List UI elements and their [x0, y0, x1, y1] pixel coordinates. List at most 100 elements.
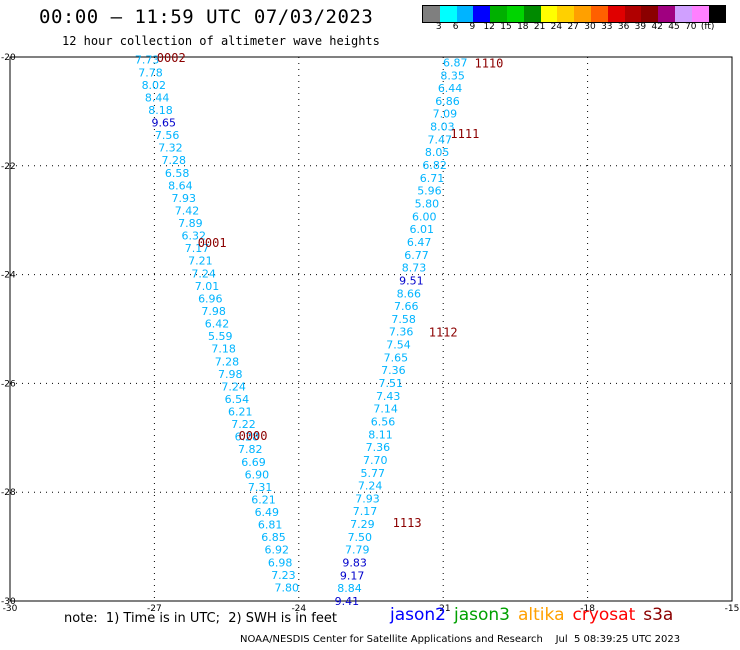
- wave-height-value: 6.69: [241, 456, 266, 469]
- wave-height-value: 7.01: [195, 280, 220, 293]
- satellite-legend: jason2 jason3 altika cryosat s3a: [390, 605, 681, 625]
- x-tick-label: -24: [291, 604, 306, 614]
- y-tick-label: -30: [1, 597, 16, 607]
- scale-label: 70: [685, 22, 697, 32]
- scale-swatch: [641, 6, 659, 22]
- legend-item-altika: altika: [518, 605, 565, 625]
- pass-time-label: 1110: [474, 56, 503, 70]
- wave-height-value: 7.23: [271, 569, 296, 582]
- wave-height-value: 6.87: [443, 56, 468, 69]
- wave-height-value: 7.93: [355, 492, 380, 505]
- wave-height-value: 6.44: [438, 82, 463, 95]
- wave-height-value: 5.77: [360, 467, 385, 480]
- credit-footer: NOAA/NESDIS Center for Satellite Applica…: [240, 634, 681, 645]
- wave-height-value: 6.28: [235, 431, 260, 444]
- wave-height-value: 7.54: [386, 339, 411, 352]
- wave-height-value: 7.42: [175, 204, 200, 217]
- scale-swatch: [624, 6, 642, 22]
- wave-height-value: 6.58: [165, 167, 190, 180]
- wave-height-value: 7.32: [158, 142, 183, 155]
- wave-height-value: 6.01: [409, 223, 434, 236]
- wave-height-value: 9.17: [340, 569, 365, 582]
- wave-height-value: 9.83: [342, 557, 367, 570]
- wave-height-value: 8.84: [337, 582, 362, 595]
- wave-height-value: 7.14: [373, 403, 398, 416]
- footnote: note: 1) Time is in UTC; 2) SWH is in fe…: [64, 611, 337, 626]
- wave-height-value: 7.93: [171, 192, 196, 205]
- wave-height-value: 7.70: [363, 454, 388, 467]
- scale-label: 21: [533, 22, 546, 32]
- y-tick-label: -22: [1, 162, 16, 172]
- color-scale-bar: [422, 5, 727, 23]
- wave-height-value: 8.73: [402, 262, 427, 275]
- wave-height-value: 7.66: [394, 300, 419, 313]
- x-tick-label: -27: [147, 604, 162, 614]
- wave-height-value: 7.36: [366, 441, 391, 454]
- scale-label: 39: [634, 22, 647, 32]
- scale-label: 27: [567, 22, 579, 32]
- scale-label: 12: [483, 22, 495, 32]
- wave-height-value: 7.17: [353, 505, 378, 518]
- scale-swatch: [708, 6, 726, 22]
- wave-height-value: 8.18: [148, 104, 173, 117]
- scale-swatch: [607, 6, 625, 22]
- wave-height-value: 6.21: [228, 406, 253, 419]
- y-tick-label: -28: [1, 488, 16, 498]
- wave-height-value: 9.51: [399, 274, 424, 287]
- wave-height-value: 7.28: [215, 355, 240, 368]
- wave-height-value: 7.73: [135, 54, 160, 67]
- wave-height-value: 7.51: [379, 377, 404, 390]
- pass-time-label: 0002: [157, 51, 186, 65]
- wave-height-value: 6.77: [404, 249, 429, 262]
- scale-label: 24: [550, 22, 563, 32]
- wave-height-value: 7.24: [191, 267, 216, 280]
- legend-item-jason2: jason2: [390, 605, 446, 625]
- plot-frame: [9, 56, 733, 602]
- x-tick-label: -15: [725, 604, 740, 614]
- pass-time-label: 0001: [198, 236, 227, 250]
- wave-height-value: 6.81: [258, 519, 283, 532]
- wave-height-value: 9.65: [152, 117, 177, 130]
- wave-height-value: 6.98: [268, 556, 293, 569]
- page-title: 00:00 – 11:59 UTC 07/03/2023: [39, 6, 374, 28]
- scale-label: 6: [452, 22, 459, 32]
- wave-height-value: 7.58: [391, 313, 416, 326]
- wave-height-value: 7.82: [238, 443, 263, 456]
- scale-swatch: [590, 6, 608, 22]
- wave-height-value: 6.54: [225, 393, 250, 406]
- scale-swatch: [523, 6, 541, 22]
- scale-unit: (ft): [700, 22, 715, 32]
- wave-height-value: 8.05: [425, 146, 450, 159]
- wave-height-value: 7.47: [428, 133, 453, 146]
- legend-item-jason3: jason3: [454, 605, 510, 625]
- wave-height-value: 7.56: [155, 129, 180, 142]
- wave-height-value: 5.80: [415, 197, 440, 210]
- scale-label: 45: [668, 22, 680, 32]
- scale-swatch: [574, 6, 591, 22]
- scale-swatch: [473, 6, 491, 22]
- wave-height-value: 7.78: [138, 66, 163, 79]
- wave-height-value: 6.32: [181, 230, 206, 243]
- wave-height-value: 6.71: [420, 172, 445, 185]
- scale-swatch: [456, 6, 474, 22]
- scale-label: 36: [617, 22, 630, 32]
- wave-height-value: 9.41: [335, 595, 360, 608]
- scale-swatch: [439, 6, 457, 22]
- pass-time-label: 1112: [429, 326, 458, 340]
- wave-height-value: 7.50: [348, 531, 373, 544]
- wave-height-value: 6.42: [205, 318, 230, 331]
- x-tick-label: -21: [436, 604, 451, 614]
- y-tick-label: -20: [1, 53, 16, 63]
- y-tick-label: -24: [1, 271, 16, 281]
- wave-height-value: 8.64: [168, 179, 193, 192]
- wave-height-value: 6.96: [198, 292, 223, 305]
- wave-height-value: 7.36: [381, 364, 406, 377]
- wave-height-value: 7.24: [221, 380, 246, 393]
- wave-height-value: 7.36: [389, 326, 414, 339]
- scale-swatch: [506, 6, 524, 22]
- wave-height-value: 8.35: [440, 69, 465, 82]
- scale-swatch: [674, 6, 692, 22]
- wave-height-value: 7.65: [384, 351, 409, 364]
- wave-height-value: 7.79: [345, 544, 370, 557]
